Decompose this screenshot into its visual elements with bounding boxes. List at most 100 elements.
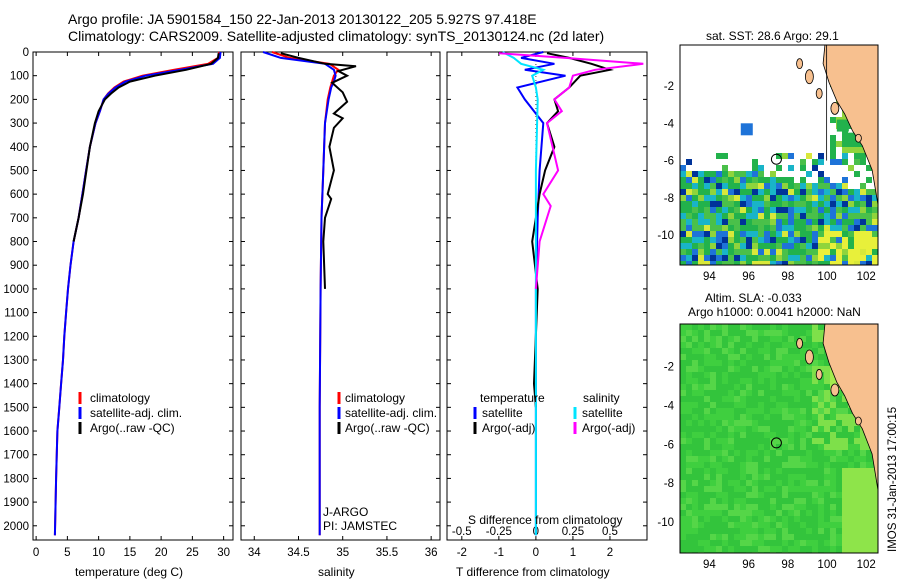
map-cell [854,522,860,528]
map-cell [770,390,776,396]
map-cell [776,342,782,348]
map-cell [800,504,806,510]
map-cell [752,414,758,420]
map-cell [830,420,836,426]
map-cell [794,249,800,255]
map-cell [812,189,818,195]
map-cell [710,255,716,261]
y-tick-label: 300 [10,118,29,130]
map-cell [698,372,704,378]
map-cell [758,390,764,396]
map-cell [764,420,770,426]
map-cell [794,330,800,336]
map-cell [782,201,788,207]
map-cell [716,480,722,486]
map-cell [704,348,710,354]
map-cell [848,207,854,213]
map-cell [776,438,782,444]
legend-label-climatology: climatology [345,391,405,405]
map-cell [752,516,758,522]
map-cell [686,237,692,243]
map-cell [722,468,728,474]
map-cell [710,189,716,195]
map-cell [806,510,812,516]
map-cell [818,324,824,330]
map-cell [710,420,716,426]
map-cell [740,342,746,348]
map-cell [734,420,740,426]
map-cell [854,492,860,498]
map-cell [716,534,722,540]
map-cell [734,189,740,195]
map-cell [728,396,734,402]
map-cell [752,468,758,474]
map-cell [800,183,806,189]
map-cell [728,408,734,414]
map-cell [752,498,758,504]
map-cell [704,324,710,330]
map-cell [788,390,794,396]
map-cell [848,534,854,540]
map-cell [806,540,812,546]
map-cell [764,177,770,183]
map-cell [740,255,746,261]
map-cell [872,528,878,534]
y-tick-label: 200 [10,94,29,106]
map-cell [758,231,764,237]
y-tick-label: 1100 [4,308,29,320]
map-cell [794,384,800,390]
map-cell [746,480,752,486]
map-cell [716,528,722,534]
map-cell [728,450,734,456]
map-cell [722,438,728,444]
map-cell [764,261,770,265]
map-cell [818,237,824,243]
map-cell [698,540,704,546]
map-cell [836,159,842,165]
map-cell [824,420,830,426]
map-cell [716,432,722,438]
map-cell [818,408,824,414]
map-cell [824,456,830,462]
map-cell [758,396,764,402]
map-cell [680,354,686,360]
map-cell [728,378,734,384]
map-cell [830,372,836,378]
map-cell [758,213,764,219]
map-cell [686,378,692,384]
map-cell [776,213,782,219]
map-cell [752,255,758,261]
map-cell [692,408,698,414]
map-cell [752,189,758,195]
map-cell [758,546,764,552]
map-cell [800,330,806,336]
map-cell [782,336,788,342]
map-cell [770,261,776,265]
map-cell [752,207,758,213]
map-cell [728,324,734,330]
map-cell [776,546,782,552]
map-cell [854,249,860,255]
map-cell [806,243,812,249]
map-cell [716,462,722,468]
map-cell [764,504,770,510]
map-cell [752,360,758,366]
map-cell [728,402,734,408]
map-cell [812,438,818,444]
map-cell [806,219,812,225]
map-cell [806,237,812,243]
map-cell [692,207,698,213]
map-cell [836,480,842,486]
legend-label-s-argo: Argo(-adj) [582,421,635,435]
map-cell [830,159,836,165]
map-cell [824,366,830,372]
legend-label-satellite: satellite-adj. clim. [345,406,437,420]
map-cell [770,408,776,414]
imos-timestamp: IMOS 31-Jan-2013 17:00:15 [887,407,899,552]
map-cell [710,237,716,243]
map-cell [788,207,794,213]
map-cell [704,237,710,243]
map-cell [680,438,686,444]
map-cell [752,474,758,480]
map-cell [740,414,746,420]
